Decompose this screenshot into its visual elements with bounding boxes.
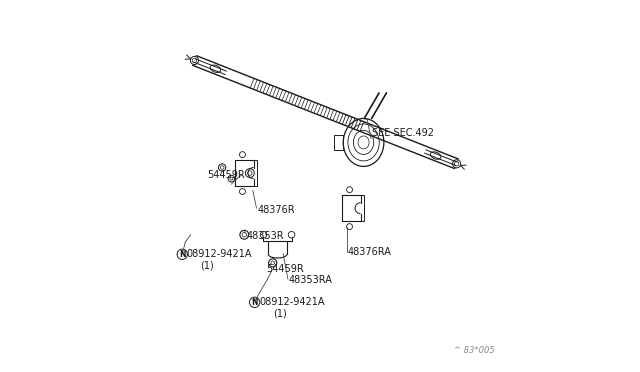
Text: 48353RA: 48353RA: [289, 275, 333, 285]
Text: (1): (1): [273, 308, 287, 318]
Text: 48353R: 48353R: [246, 231, 284, 241]
Text: ^ 83*005: ^ 83*005: [454, 346, 494, 355]
Circle shape: [250, 297, 260, 308]
Text: 48376RA: 48376RA: [348, 247, 392, 257]
Text: 48376R: 48376R: [257, 205, 295, 215]
Circle shape: [177, 249, 188, 260]
Text: N: N: [179, 250, 186, 259]
Circle shape: [192, 58, 196, 62]
Text: SEE SEC.492: SEE SEC.492: [372, 128, 434, 138]
Text: 54459R: 54459R: [266, 264, 304, 274]
Text: 08912-9421A: 08912-9421A: [186, 249, 252, 259]
Text: 54459R: 54459R: [207, 170, 245, 180]
Text: N: N: [252, 298, 258, 307]
Circle shape: [454, 161, 459, 166]
Text: (1): (1): [200, 260, 214, 270]
Circle shape: [220, 166, 224, 169]
Text: 08912-9421A: 08912-9421A: [259, 297, 324, 307]
